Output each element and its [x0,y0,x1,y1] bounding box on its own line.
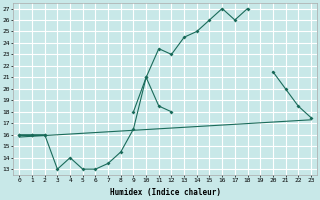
X-axis label: Humidex (Indice chaleur): Humidex (Indice chaleur) [110,188,220,197]
